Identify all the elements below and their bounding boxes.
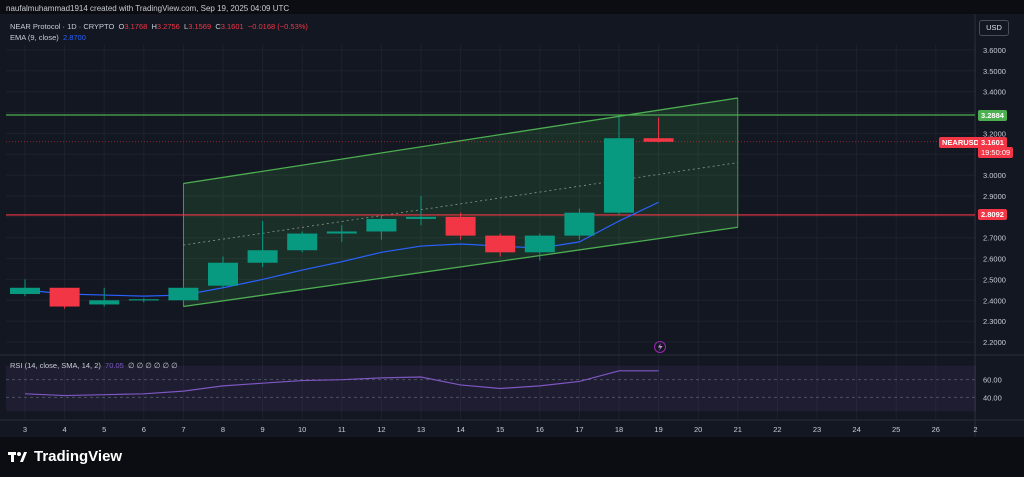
channel-lower-line [183, 226, 738, 308]
currency-button[interactable]: USD [979, 20, 1009, 36]
lightning-icon [654, 341, 666, 353]
upper-level-tag: 3.2884 [978, 110, 1007, 121]
time-tick-label: 16 [536, 425, 544, 434]
price-tick-label: 3.5000 [983, 67, 1006, 76]
candle-body [406, 216, 436, 219]
time-tick-label: 13 [417, 425, 425, 434]
candle-body [366, 218, 397, 232]
time-tick-label: 4 [63, 425, 67, 434]
candle-body [326, 231, 357, 234]
symbol-title: NEAR Protocol · 1D · CRYPTO [10, 22, 115, 31]
time-tick-label: 18 [615, 425, 623, 434]
countdown-tag: 19:50:09 [978, 147, 1014, 158]
time-tick-label: 8 [221, 425, 225, 434]
time-tick-label: 25 [892, 425, 900, 434]
last-price-tag: 3.1601 [978, 137, 1007, 148]
ema-legend[interactable]: EMA (9, close) 2.8700 [10, 33, 86, 42]
time-tick-label: 9 [261, 425, 265, 434]
channel-midline [183, 162, 738, 246]
chart-background [0, 14, 1024, 437]
low-value: 3.1569 [188, 22, 212, 31]
symbol-legend[interactable]: NEAR Protocol · 1D · CRYPTO O3.1768 H3.2… [10, 22, 308, 31]
time-tick-label: 17 [575, 425, 583, 434]
open-label: O [118, 22, 125, 31]
ema-label: EMA (9, close) [10, 33, 59, 42]
time-tick-label: 3 [23, 425, 27, 434]
candle-body [604, 138, 634, 213]
close-label: C [215, 22, 221, 31]
high-value: 3.2756 [156, 22, 180, 31]
time-tick-label: 15 [496, 425, 504, 434]
candle-body [445, 216, 476, 236]
price-tick-label: 2.3000 [983, 317, 1006, 326]
price-tick-label: 2.9000 [983, 192, 1006, 201]
time-tick-label: 22 [773, 425, 781, 434]
rsi-band [6, 365, 976, 412]
low-label: L [184, 22, 189, 31]
rsi-tick-label: 40.00 [983, 393, 1002, 402]
rsi-line [24, 370, 659, 397]
lightning-icon [658, 343, 663, 351]
candle-body [168, 287, 199, 301]
time-tick-label: 7 [181, 425, 185, 434]
price-tick-label: 3.6000 [983, 46, 1006, 55]
rsi-tick-label: 60.00 [983, 376, 1002, 385]
candle-body [49, 287, 80, 307]
open-value: 3.1768 [124, 22, 148, 31]
candle-body [247, 250, 278, 263]
candle-body [524, 235, 555, 253]
time-tick-label: 26 [932, 425, 940, 434]
candle-body [485, 235, 516, 253]
rsi-placeholders: ∅ ∅ ∅ ∅ ∅ ∅ [128, 361, 178, 370]
time-tick-label: 20 [694, 425, 702, 434]
price-tick-label: 2.7000 [983, 234, 1006, 243]
rsi-value: 70.05 [105, 361, 124, 370]
close-value: 3.1601 [220, 22, 244, 31]
change-value: −0.0168 (−0.53%) [247, 22, 308, 31]
candle-body [287, 233, 318, 251]
price-tick-label: 3.0000 [983, 171, 1006, 180]
time-tick-label: 23 [813, 425, 821, 434]
price-tick-label: 3.2000 [983, 129, 1006, 138]
tradingview-logo-icon [8, 451, 27, 462]
credit-line: naufalmuhammad1914 created with TradingV… [6, 4, 290, 13]
rsi-label: RSI (14, close, SMA, 14, 2) [10, 361, 101, 370]
lower-level-tag: 2.8092 [978, 209, 1007, 220]
time-tick-label: 10 [298, 425, 306, 434]
time-tick-label: 21 [734, 425, 742, 434]
candle-body [564, 212, 595, 236]
symbol-tag: NEARUSD [939, 137, 983, 148]
time-tick-label: 24 [852, 425, 860, 434]
ema-value: 2.8700 [62, 33, 86, 42]
channel-fill [183, 97, 738, 307]
time-tick-label: 2 [973, 425, 977, 434]
brand-name: TradingView [34, 448, 123, 465]
tradingview-brand[interactable]: TradingView [8, 448, 122, 465]
candle-body [208, 262, 238, 286]
time-tick-label: 12 [377, 425, 385, 434]
time-tick-label: 6 [142, 425, 146, 434]
price-tick-label: 2.2000 [983, 338, 1006, 347]
time-tick-label: 11 [338, 425, 346, 434]
candle-body [89, 300, 120, 305]
time-tick-label: 5 [102, 425, 106, 434]
price-tick-label: 2.4000 [983, 296, 1006, 305]
price-tick-label: 2.6000 [983, 255, 1006, 264]
channel-upper-line [183, 97, 738, 185]
price-tick-label: 2.5000 [983, 275, 1006, 284]
price-tick-label: 3.4000 [983, 88, 1006, 97]
high-label: H [151, 22, 157, 31]
time-tick-label: 14 [456, 425, 464, 434]
rsi-legend[interactable]: RSI (14, close, SMA, 14, 2) 70.05 ∅ ∅ ∅ … [10, 361, 178, 370]
candle-body [128, 299, 159, 301]
candle-body [10, 287, 40, 295]
candle-body [643, 138, 674, 142]
time-tick-label: 19 [654, 425, 662, 434]
